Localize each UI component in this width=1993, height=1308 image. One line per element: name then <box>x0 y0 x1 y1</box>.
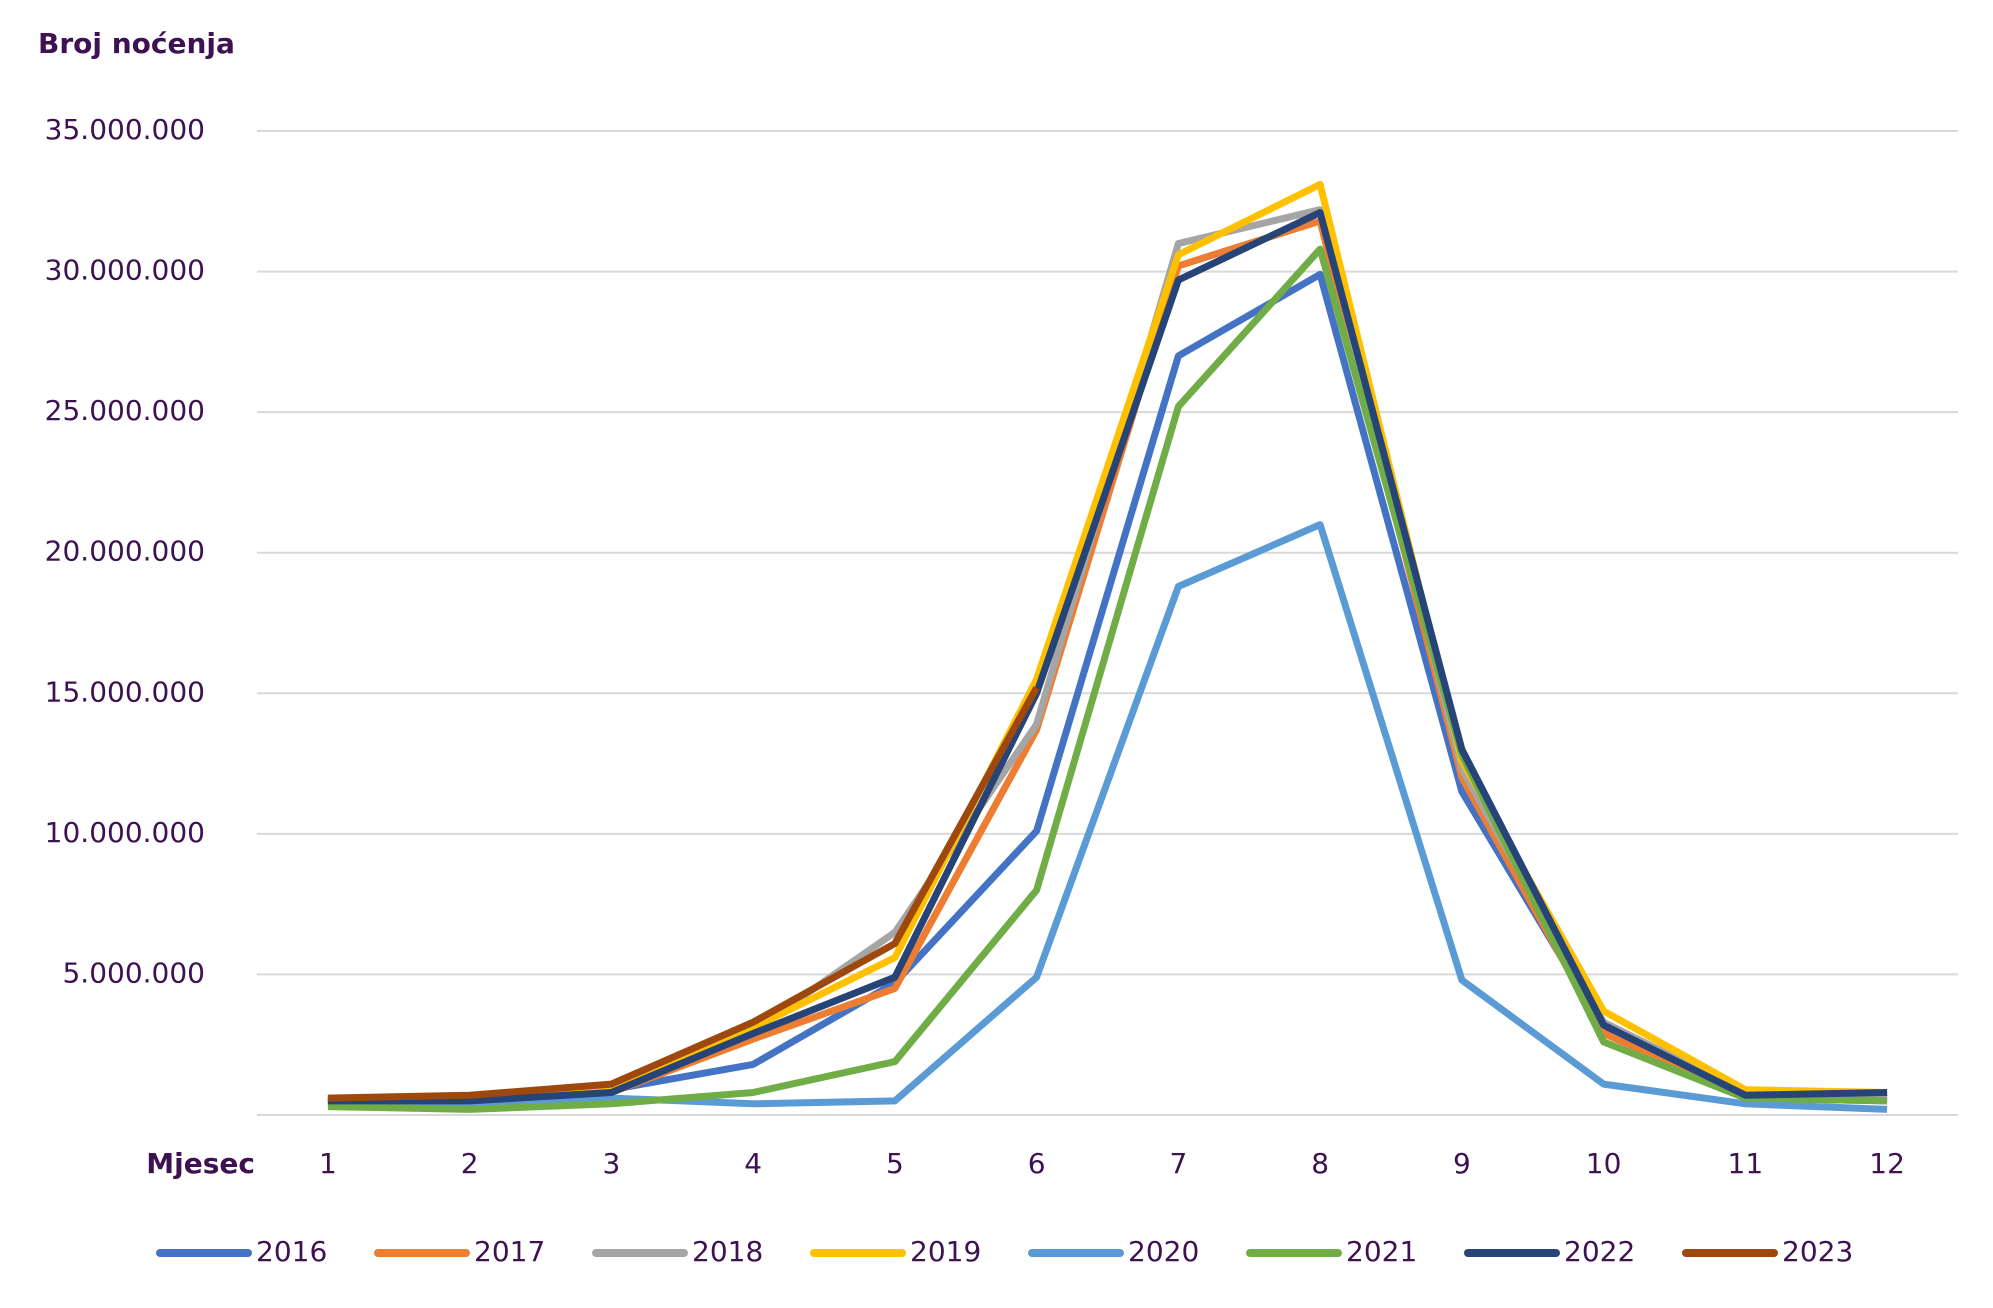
x-tick-label: 8 <box>1311 1147 1329 1180</box>
series-line <box>327 217 1888 1105</box>
y-tick-label: 20.000.000 <box>45 535 205 568</box>
y-tick-label: 15.000.000 <box>45 675 205 708</box>
y-tick-label: 10.000.000 <box>45 816 205 849</box>
y-tick-label: 35.000.000 <box>45 113 205 146</box>
y-tick-label: 5.000.000 <box>62 956 205 989</box>
x-tick-label: 4 <box>744 1147 762 1180</box>
legend-label: 2022 <box>1564 1235 1635 1268</box>
x-tick-label: 7 <box>1169 1147 1187 1180</box>
legend-label: 2016 <box>256 1235 327 1268</box>
x-tick-label: 10 <box>1586 1147 1622 1180</box>
x-tick-label: 3 <box>602 1147 620 1180</box>
legend-label: 2019 <box>910 1235 981 1268</box>
series-line <box>327 521 1888 1113</box>
series-line <box>327 245 1888 1113</box>
series-line <box>327 270 1888 1105</box>
x-tick-label: 9 <box>1453 1147 1471 1180</box>
chart-title: Broj noćenja <box>38 27 235 60</box>
x-tick-label: 1 <box>319 1147 337 1180</box>
x-tick-label: 5 <box>886 1147 904 1180</box>
series-line <box>327 686 1040 1102</box>
x-tick-label: 6 <box>1028 1147 1046 1180</box>
legend-label: 2021 <box>1346 1235 1417 1268</box>
legend-label: 2017 <box>474 1235 545 1268</box>
x-tick-label: 11 <box>1728 1147 1764 1180</box>
legend-label: 2023 <box>1782 1235 1853 1268</box>
legend-label: 2018 <box>692 1235 763 1268</box>
series-line <box>327 209 1888 1105</box>
legend-label: 2020 <box>1128 1235 1199 1268</box>
x-tick-label: 2 <box>461 1147 479 1180</box>
x-axis-label: Mjesec <box>146 1147 255 1180</box>
y-tick-label: 25.000.000 <box>45 394 205 427</box>
x-tick-label: 12 <box>1869 1147 1905 1180</box>
y-tick-label: 30.000.000 <box>45 254 205 287</box>
